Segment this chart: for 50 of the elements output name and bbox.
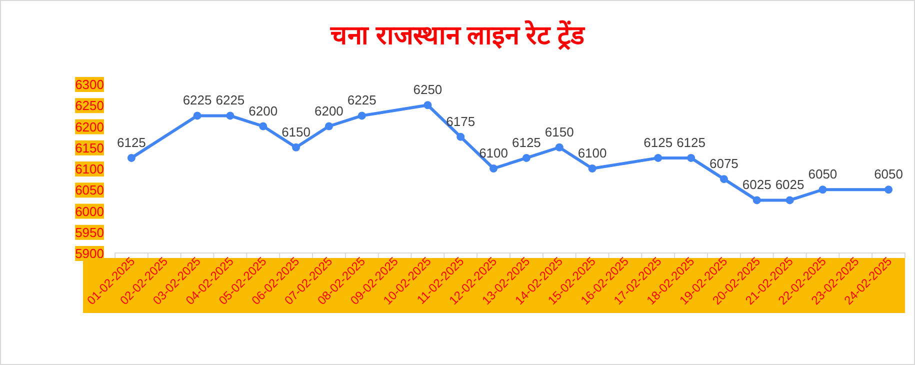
point bbox=[555, 143, 564, 152]
point bbox=[424, 101, 432, 110]
point bbox=[324, 122, 333, 130]
data-label: 6225 bbox=[216, 92, 245, 108]
point bbox=[687, 154, 696, 162]
point bbox=[786, 196, 794, 204]
data-label: 6025 bbox=[775, 177, 804, 192]
y-tick-label: 5950 bbox=[75, 224, 104, 240]
y-tick-label: 6300 bbox=[75, 77, 104, 92]
point bbox=[884, 186, 893, 194]
y-tick-label: 6250 bbox=[75, 98, 104, 114]
point bbox=[127, 154, 136, 162]
data-label: 6250 bbox=[413, 82, 442, 98]
data-label: 6150 bbox=[544, 124, 574, 140]
point bbox=[588, 164, 596, 172]
y-tick-label: 6150 bbox=[75, 140, 104, 156]
point bbox=[490, 164, 498, 172]
y-tick-label: 6050 bbox=[75, 182, 104, 198]
point bbox=[259, 122, 268, 130]
data-label: 6125 bbox=[644, 134, 673, 150]
point bbox=[818, 186, 827, 194]
data-label: 6175 bbox=[446, 114, 476, 129]
chart-title: चना राजस्थान लाइन रेट ट्रेंड bbox=[330, 20, 586, 50]
data-label: 6225 bbox=[182, 92, 212, 108]
y-tick-label: 6200 bbox=[75, 119, 104, 134]
data-label: 6150 bbox=[282, 124, 311, 140]
data-label: 6100 bbox=[578, 146, 607, 160]
data-label: 6050 bbox=[808, 166, 838, 182]
point bbox=[226, 112, 234, 120]
data-label: 6125 bbox=[512, 134, 541, 150]
data-label: 6200 bbox=[314, 103, 344, 118]
data-label: 6125 bbox=[676, 134, 706, 150]
data-label: 6075 bbox=[709, 156, 738, 172]
data-label: 6225 bbox=[347, 92, 376, 108]
y-tick-label: 5900 bbox=[75, 246, 104, 261]
data-label: 6125 bbox=[116, 134, 146, 150]
y-tick-label: 6100 bbox=[75, 162, 104, 176]
data-label: 6200 bbox=[248, 103, 278, 118]
point bbox=[292, 143, 300, 152]
data-label: 6100 bbox=[479, 146, 508, 160]
data-label: 6025 bbox=[742, 177, 772, 192]
point bbox=[654, 154, 662, 162]
y-tick-label: 6000 bbox=[75, 204, 104, 219]
point bbox=[720, 175, 728, 184]
data-label: 6050 bbox=[874, 166, 904, 182]
point bbox=[456, 132, 465, 141]
point bbox=[522, 154, 530, 162]
point bbox=[752, 196, 761, 204]
point bbox=[358, 112, 366, 120]
point bbox=[193, 112, 202, 120]
